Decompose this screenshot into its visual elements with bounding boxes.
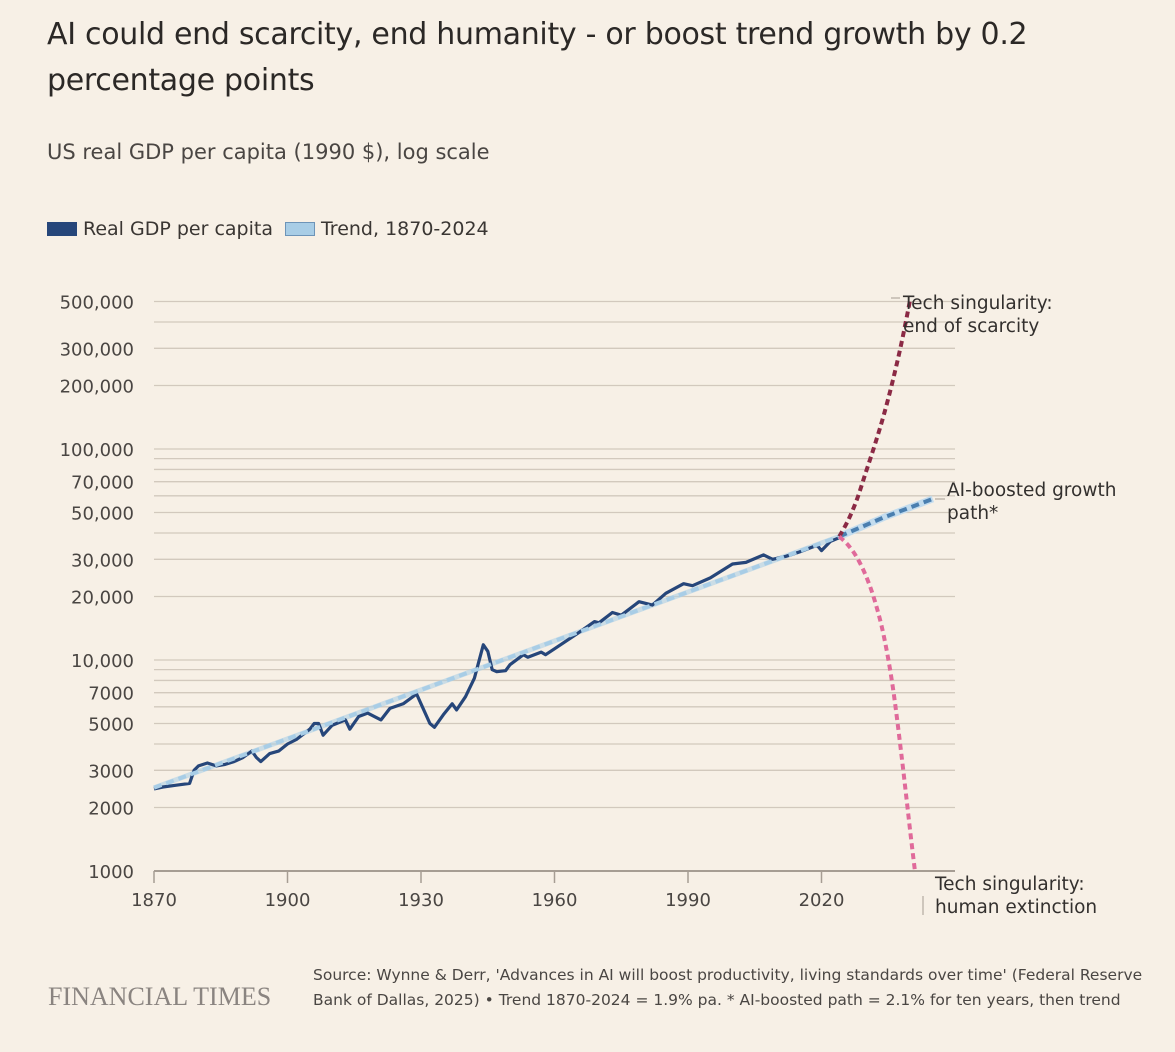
y-tick-label: 500,000 [60,293,134,314]
legend: Real GDP per capita Trend, 1870-2024 [47,218,501,240]
trend-line [153,534,840,790]
chart-title: AI could end scarcity, end humanity - or… [47,17,1028,98]
y-tick-label: 300,000 [60,339,134,360]
gdp-line [153,536,840,791]
annotation-ai-boosted: path* [947,503,998,524]
legend-item-trend: Trend, 1870-2024 [284,218,489,240]
annotation-end-of-scarcity: end of scarcity [903,316,1039,337]
annotation-human-extinction: human extinction [935,897,1097,918]
end-of-scarcity-line [837,297,913,538]
annotation-human-extinction: Tech singularity: [934,874,1085,895]
y-tick-label: 70,000 [71,473,134,494]
x-tick-label: 1960 [532,890,578,911]
legend-item-gdp: Real GDP per capita [47,218,273,240]
annotation-end-of-scarcity: Tech singularity: [902,293,1053,314]
x-tick-label: 1930 [398,890,444,911]
ft-logo: FINANCIAL TIMES [48,982,272,1011]
y-tick-label: 200,000 [60,376,134,397]
annotations: Tech singularity:end of scarcityAI-boost… [891,293,1116,918]
y-axis-labels: 500,000 300,000 200,000 100,000 70,000 50,000… [60,293,134,883]
legend-swatch-gdp [47,222,77,236]
legend-swatch-trend [284,222,315,236]
y-tick-label: 2000 [88,798,134,819]
x-tick-label: 1990 [665,890,711,911]
y-tick-label: 3000 [88,761,134,782]
source-note: Source: Wynne & Derr, 'Advances in AI wi… [313,966,1143,1009]
y-tick-label: 10,000 [71,651,134,672]
y-tick-label: 5000 [88,715,134,736]
x-tick-label: 2020 [799,890,845,911]
x-tick-label: 1900 [265,890,311,911]
annotation-ai-boosted: AI-boosted growth [947,480,1116,501]
chart-subtitle: US real GDP per capita (1990 $), log sca… [47,140,490,164]
y-tick-label: 50,000 [71,504,134,525]
x-axis: 1870 1900 1930 1960 1990 2020 [131,870,955,911]
legend-label-gdp: Real GDP per capita [83,218,273,240]
x-tick-label: 1870 [131,890,177,911]
y-tick-label: 20,000 [71,587,134,608]
human-extinction-line [837,535,917,872]
y-tick-label: 30,000 [71,550,134,571]
series-lines [153,297,935,872]
gridlines [154,300,955,809]
y-tick-label: 1000 [88,862,134,883]
legend-label-trend: Trend, 1870-2024 [320,218,489,240]
ai-boosted-line [838,497,934,539]
y-tick-label: 7000 [88,684,134,705]
y-tick-label: 100,000 [60,440,134,461]
